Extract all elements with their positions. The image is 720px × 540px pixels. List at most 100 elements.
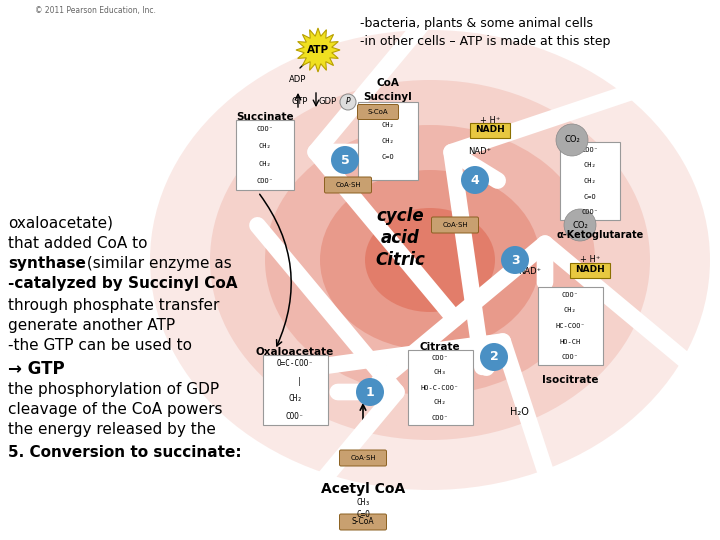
Ellipse shape: [265, 125, 595, 395]
Ellipse shape: [150, 30, 710, 490]
Circle shape: [501, 246, 529, 274]
Text: Isocitrate: Isocitrate: [541, 375, 598, 385]
FancyBboxPatch shape: [340, 514, 387, 530]
Text: 5. Conversion to succinate:: 5. Conversion to succinate:: [8, 445, 242, 460]
Text: ATP: ATP: [307, 45, 329, 55]
Ellipse shape: [320, 170, 540, 350]
Text: 2: 2: [490, 350, 498, 363]
Ellipse shape: [365, 208, 495, 312]
FancyBboxPatch shape: [358, 102, 418, 180]
FancyBboxPatch shape: [431, 217, 479, 233]
Text: NADH: NADH: [575, 266, 605, 274]
Text: -bacteria, plants & some animal cells: -bacteria, plants & some animal cells: [360, 17, 593, 30]
Text: 4: 4: [471, 173, 480, 186]
Text: 1: 1: [366, 386, 374, 399]
Text: COO⁻: COO⁻: [582, 209, 598, 215]
FancyBboxPatch shape: [538, 287, 603, 365]
Text: (similar enzyme as: (similar enzyme as: [82, 256, 232, 271]
Text: P: P: [346, 98, 351, 106]
Text: COO⁻: COO⁻: [562, 292, 578, 298]
Text: COO⁻: COO⁻: [431, 354, 449, 361]
FancyBboxPatch shape: [470, 123, 510, 138]
Text: CH₂: CH₂: [382, 123, 395, 129]
Circle shape: [356, 378, 384, 406]
Text: C=O: C=O: [584, 194, 596, 200]
FancyBboxPatch shape: [263, 355, 328, 425]
Text: Acetyl CoA: Acetyl CoA: [321, 482, 405, 496]
Text: CO₂: CO₂: [572, 220, 588, 230]
Text: HO-C-COO⁻: HO-C-COO⁻: [421, 384, 459, 390]
Text: oxaloacetate): oxaloacetate): [8, 216, 113, 231]
Text: CH₃: CH₃: [356, 498, 370, 507]
Text: GDP: GDP: [319, 98, 337, 106]
Text: COO⁻: COO⁻: [256, 126, 274, 132]
Text: S-CoA: S-CoA: [351, 517, 374, 526]
Text: Succinyl: Succinyl: [364, 92, 413, 102]
Text: NADH: NADH: [475, 125, 505, 134]
Text: CH₂: CH₂: [288, 394, 302, 403]
Text: C=O: C=O: [382, 153, 395, 160]
Text: synthase: synthase: [8, 256, 86, 271]
Text: H₂O: H₂O: [510, 407, 529, 417]
Text: 3: 3: [510, 253, 519, 267]
Circle shape: [331, 146, 359, 174]
Text: the phosphorylation of GDP: the phosphorylation of GDP: [8, 382, 219, 397]
Text: COO⁻: COO⁻: [286, 411, 305, 421]
Text: CoA: CoA: [377, 78, 400, 88]
Text: CO₂: CO₂: [564, 136, 580, 145]
Text: 5: 5: [341, 153, 349, 166]
Text: |: |: [288, 377, 302, 386]
Text: CoA·SH: CoA·SH: [442, 222, 468, 228]
Text: NAD⁺: NAD⁺: [469, 147, 492, 157]
Text: generate another ATP: generate another ATP: [8, 318, 175, 333]
Text: + H⁺: + H⁺: [480, 116, 500, 125]
Text: -the GTP can be used to: -the GTP can be used to: [8, 338, 192, 353]
Text: Oxaloacetate: Oxaloacetate: [256, 347, 334, 357]
Circle shape: [461, 166, 489, 194]
Ellipse shape: [210, 80, 650, 440]
Text: HC-COO⁻: HC-COO⁻: [555, 323, 585, 329]
FancyBboxPatch shape: [408, 350, 472, 425]
Text: C=O: C=O: [356, 510, 370, 519]
Text: through phosphate transfer: through phosphate transfer: [8, 298, 220, 313]
Text: S-CoA: S-CoA: [368, 109, 388, 115]
Circle shape: [340, 94, 356, 110]
Text: CH₂: CH₂: [433, 400, 446, 406]
Text: -catalyzed by Succinyl CoA: -catalyzed by Succinyl CoA: [8, 276, 238, 291]
Text: α-Ketoglutarate: α-Ketoglutarate: [557, 230, 644, 240]
Text: GTP: GTP: [292, 98, 308, 106]
Text: CH₂: CH₂: [564, 307, 577, 313]
Text: the energy released by the: the energy released by the: [8, 422, 216, 437]
Text: CoA·SH: CoA·SH: [336, 182, 361, 188]
Text: ADP: ADP: [289, 76, 307, 84]
Text: -in other cells – ATP is made at this step: -in other cells – ATP is made at this st…: [360, 36, 611, 49]
Text: that added CoA to: that added CoA to: [8, 236, 148, 251]
Circle shape: [564, 209, 596, 241]
Text: Succinate: Succinate: [236, 112, 294, 122]
Text: COO⁻: COO⁻: [562, 354, 578, 360]
Text: CoA·SH: CoA·SH: [350, 455, 376, 461]
Text: Citric: Citric: [375, 251, 425, 269]
Text: COO⁻: COO⁻: [582, 147, 598, 153]
FancyBboxPatch shape: [570, 262, 610, 278]
Text: CH₃: CH₃: [433, 369, 446, 375]
FancyBboxPatch shape: [340, 450, 387, 466]
Text: COO⁻: COO⁻: [431, 415, 449, 421]
Text: NAD⁺: NAD⁺: [518, 267, 541, 276]
Text: cycle: cycle: [376, 207, 424, 225]
Text: CH₂: CH₂: [382, 138, 395, 144]
Circle shape: [480, 343, 508, 371]
Text: CH₂: CH₂: [584, 163, 596, 168]
Text: O=C-COO⁻: O=C-COO⁻: [276, 359, 313, 368]
Polygon shape: [296, 28, 340, 72]
Text: © 2011 Pearson Education, Inc.: © 2011 Pearson Education, Inc.: [35, 5, 156, 15]
Text: → GTP: → GTP: [8, 360, 65, 378]
Text: Citrate: Citrate: [420, 342, 460, 352]
Text: CH₂: CH₂: [584, 178, 596, 184]
Text: CH₂: CH₂: [258, 161, 271, 167]
FancyBboxPatch shape: [560, 142, 620, 220]
Text: COO⁻: COO⁻: [256, 178, 274, 184]
FancyBboxPatch shape: [236, 120, 294, 190]
FancyBboxPatch shape: [358, 105, 398, 119]
Text: + H⁺: + H⁺: [580, 255, 600, 264]
